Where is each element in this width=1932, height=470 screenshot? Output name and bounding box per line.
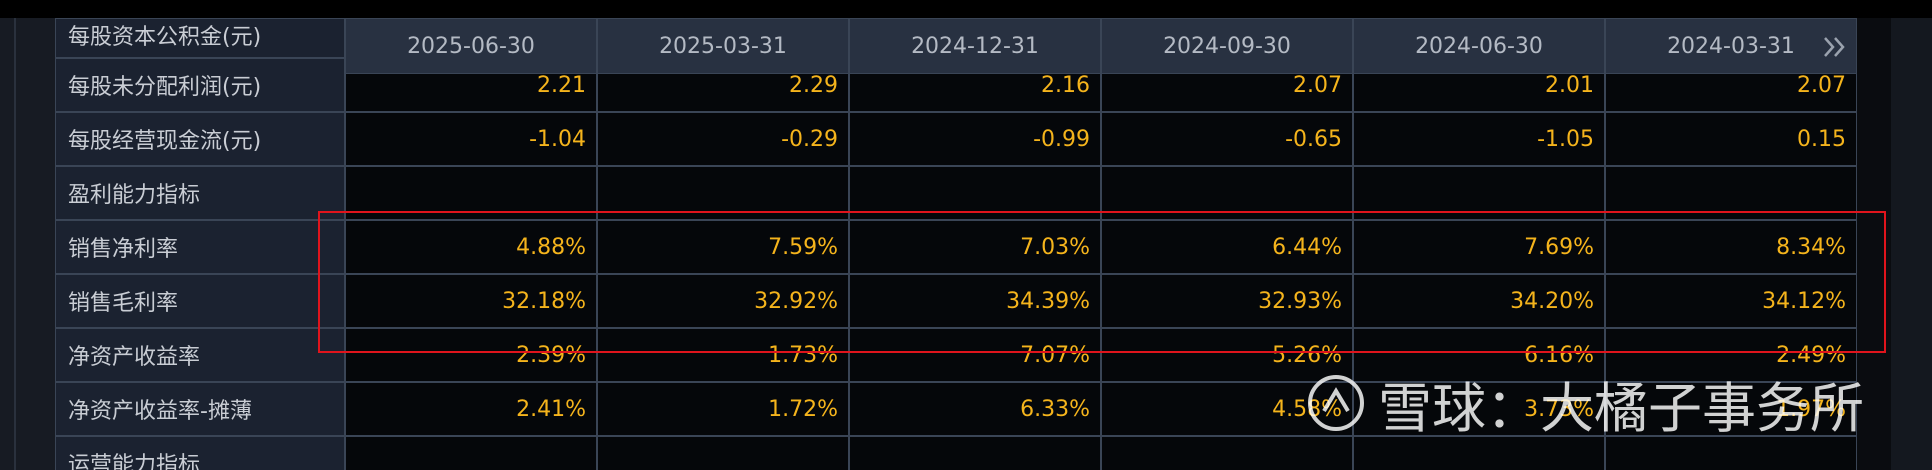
value-cell: 32.18%: [345, 274, 597, 328]
value-cell: 3.73%: [1353, 382, 1605, 436]
column-header: 2025-06-30: [345, 18, 597, 74]
row-label: 销售毛利率: [55, 274, 345, 328]
empty-cell: [1101, 436, 1353, 470]
row-label: 每股经营现金流(元): [55, 112, 345, 166]
watermark: 雪球：大橘子事务所: [1306, 368, 1864, 440]
value-cell: 7.59%: [597, 220, 849, 274]
empty-cell: [597, 436, 849, 470]
column-header: 2024-09-30: [1101, 18, 1353, 74]
row-label: 净资产收益率: [55, 328, 345, 382]
row-label: 每股未分配利润(元): [55, 58, 345, 112]
value-cell: 1.73%: [597, 328, 849, 382]
empty-cell: [1353, 436, 1605, 470]
value-cell: 6.33%: [849, 382, 1101, 436]
row-label: 盈利能力指标: [55, 166, 345, 220]
value-cell: 7.03%: [849, 220, 1101, 274]
highlight-box: [318, 211, 1886, 353]
value-cell: 0.15: [1605, 112, 1857, 166]
value-cell: 32.92%: [597, 274, 849, 328]
value-cell: 4.88%: [345, 220, 597, 274]
value-cell: 6.16%: [1353, 328, 1605, 382]
value-cell: 1.72%: [597, 382, 849, 436]
value-cell: 7.69%: [1353, 220, 1605, 274]
value-cell: -1.05: [1353, 112, 1605, 166]
row-label: 净资产收益率-摊薄: [55, 382, 345, 436]
watermark-text: 雪球：大橘子事务所: [1378, 376, 1864, 440]
column-header: 2024-03-31: [1605, 18, 1857, 74]
watermark-logo: [1308, 375, 1364, 431]
empty-cell: [849, 436, 1101, 470]
value-cell: 5.26%: [1101, 328, 1353, 382]
column-header: 2024-06-30: [1353, 18, 1605, 74]
value-cell: 1.97%: [1605, 382, 1857, 436]
value-cell: -0.29: [597, 112, 849, 166]
value-cell: 34.39%: [849, 274, 1101, 328]
top-band: [0, 0, 1932, 18]
empty-cell: [1605, 436, 1857, 470]
value-cell: 6.44%: [1101, 220, 1353, 274]
row-label: 运营能力指标: [55, 436, 345, 470]
gutter-line: [14, 18, 16, 470]
value-cell: 2.41%: [345, 382, 597, 436]
row-label: 销售净利率: [55, 220, 345, 274]
value-cell: -1.04: [345, 112, 597, 166]
value-cell: 7.07%: [849, 328, 1101, 382]
value-cell: -0.99: [849, 112, 1101, 166]
value-cell: 2.49%: [1605, 328, 1857, 382]
empty-cell: [345, 436, 597, 470]
value-cell: 8.34%: [1605, 220, 1857, 274]
column-header: 2024-12-31: [849, 18, 1101, 74]
row-label: 每股资本公积金(元): [55, 18, 345, 58]
column-header: 2025-03-31: [597, 18, 849, 74]
value-cell: 32.93%: [1101, 274, 1353, 328]
value-cell: 34.12%: [1605, 274, 1857, 328]
scroll-right-icon[interactable]: [1822, 34, 1848, 60]
value-cell: 34.20%: [1353, 274, 1605, 328]
value-cell: -0.65: [1101, 112, 1353, 166]
value-cell: 2.39%: [345, 328, 597, 382]
left-gutter: [0, 18, 55, 470]
